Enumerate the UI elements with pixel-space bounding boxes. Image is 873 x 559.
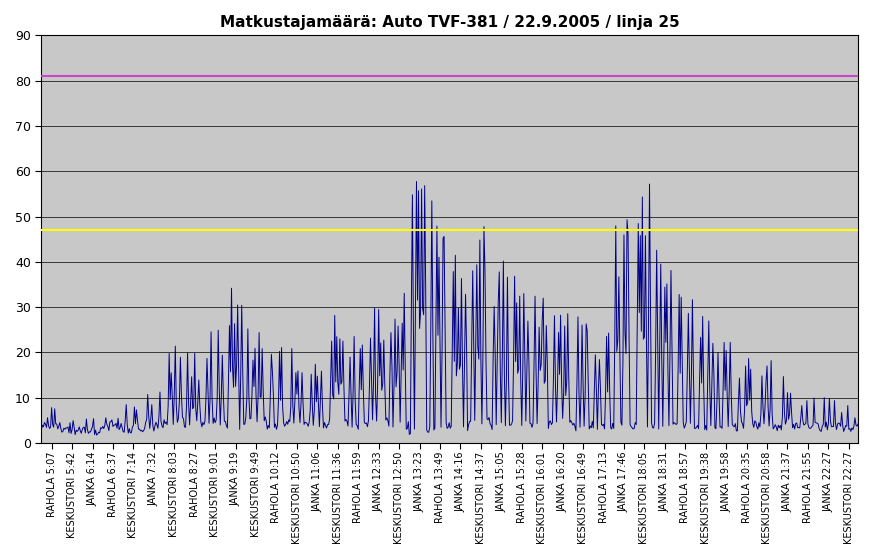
Title: Matkustajamäärä: Auto TVF-381 / 22.9.2005 / linja 25: Matkustajamäärä: Auto TVF-381 / 22.9.200… (220, 15, 679, 30)
